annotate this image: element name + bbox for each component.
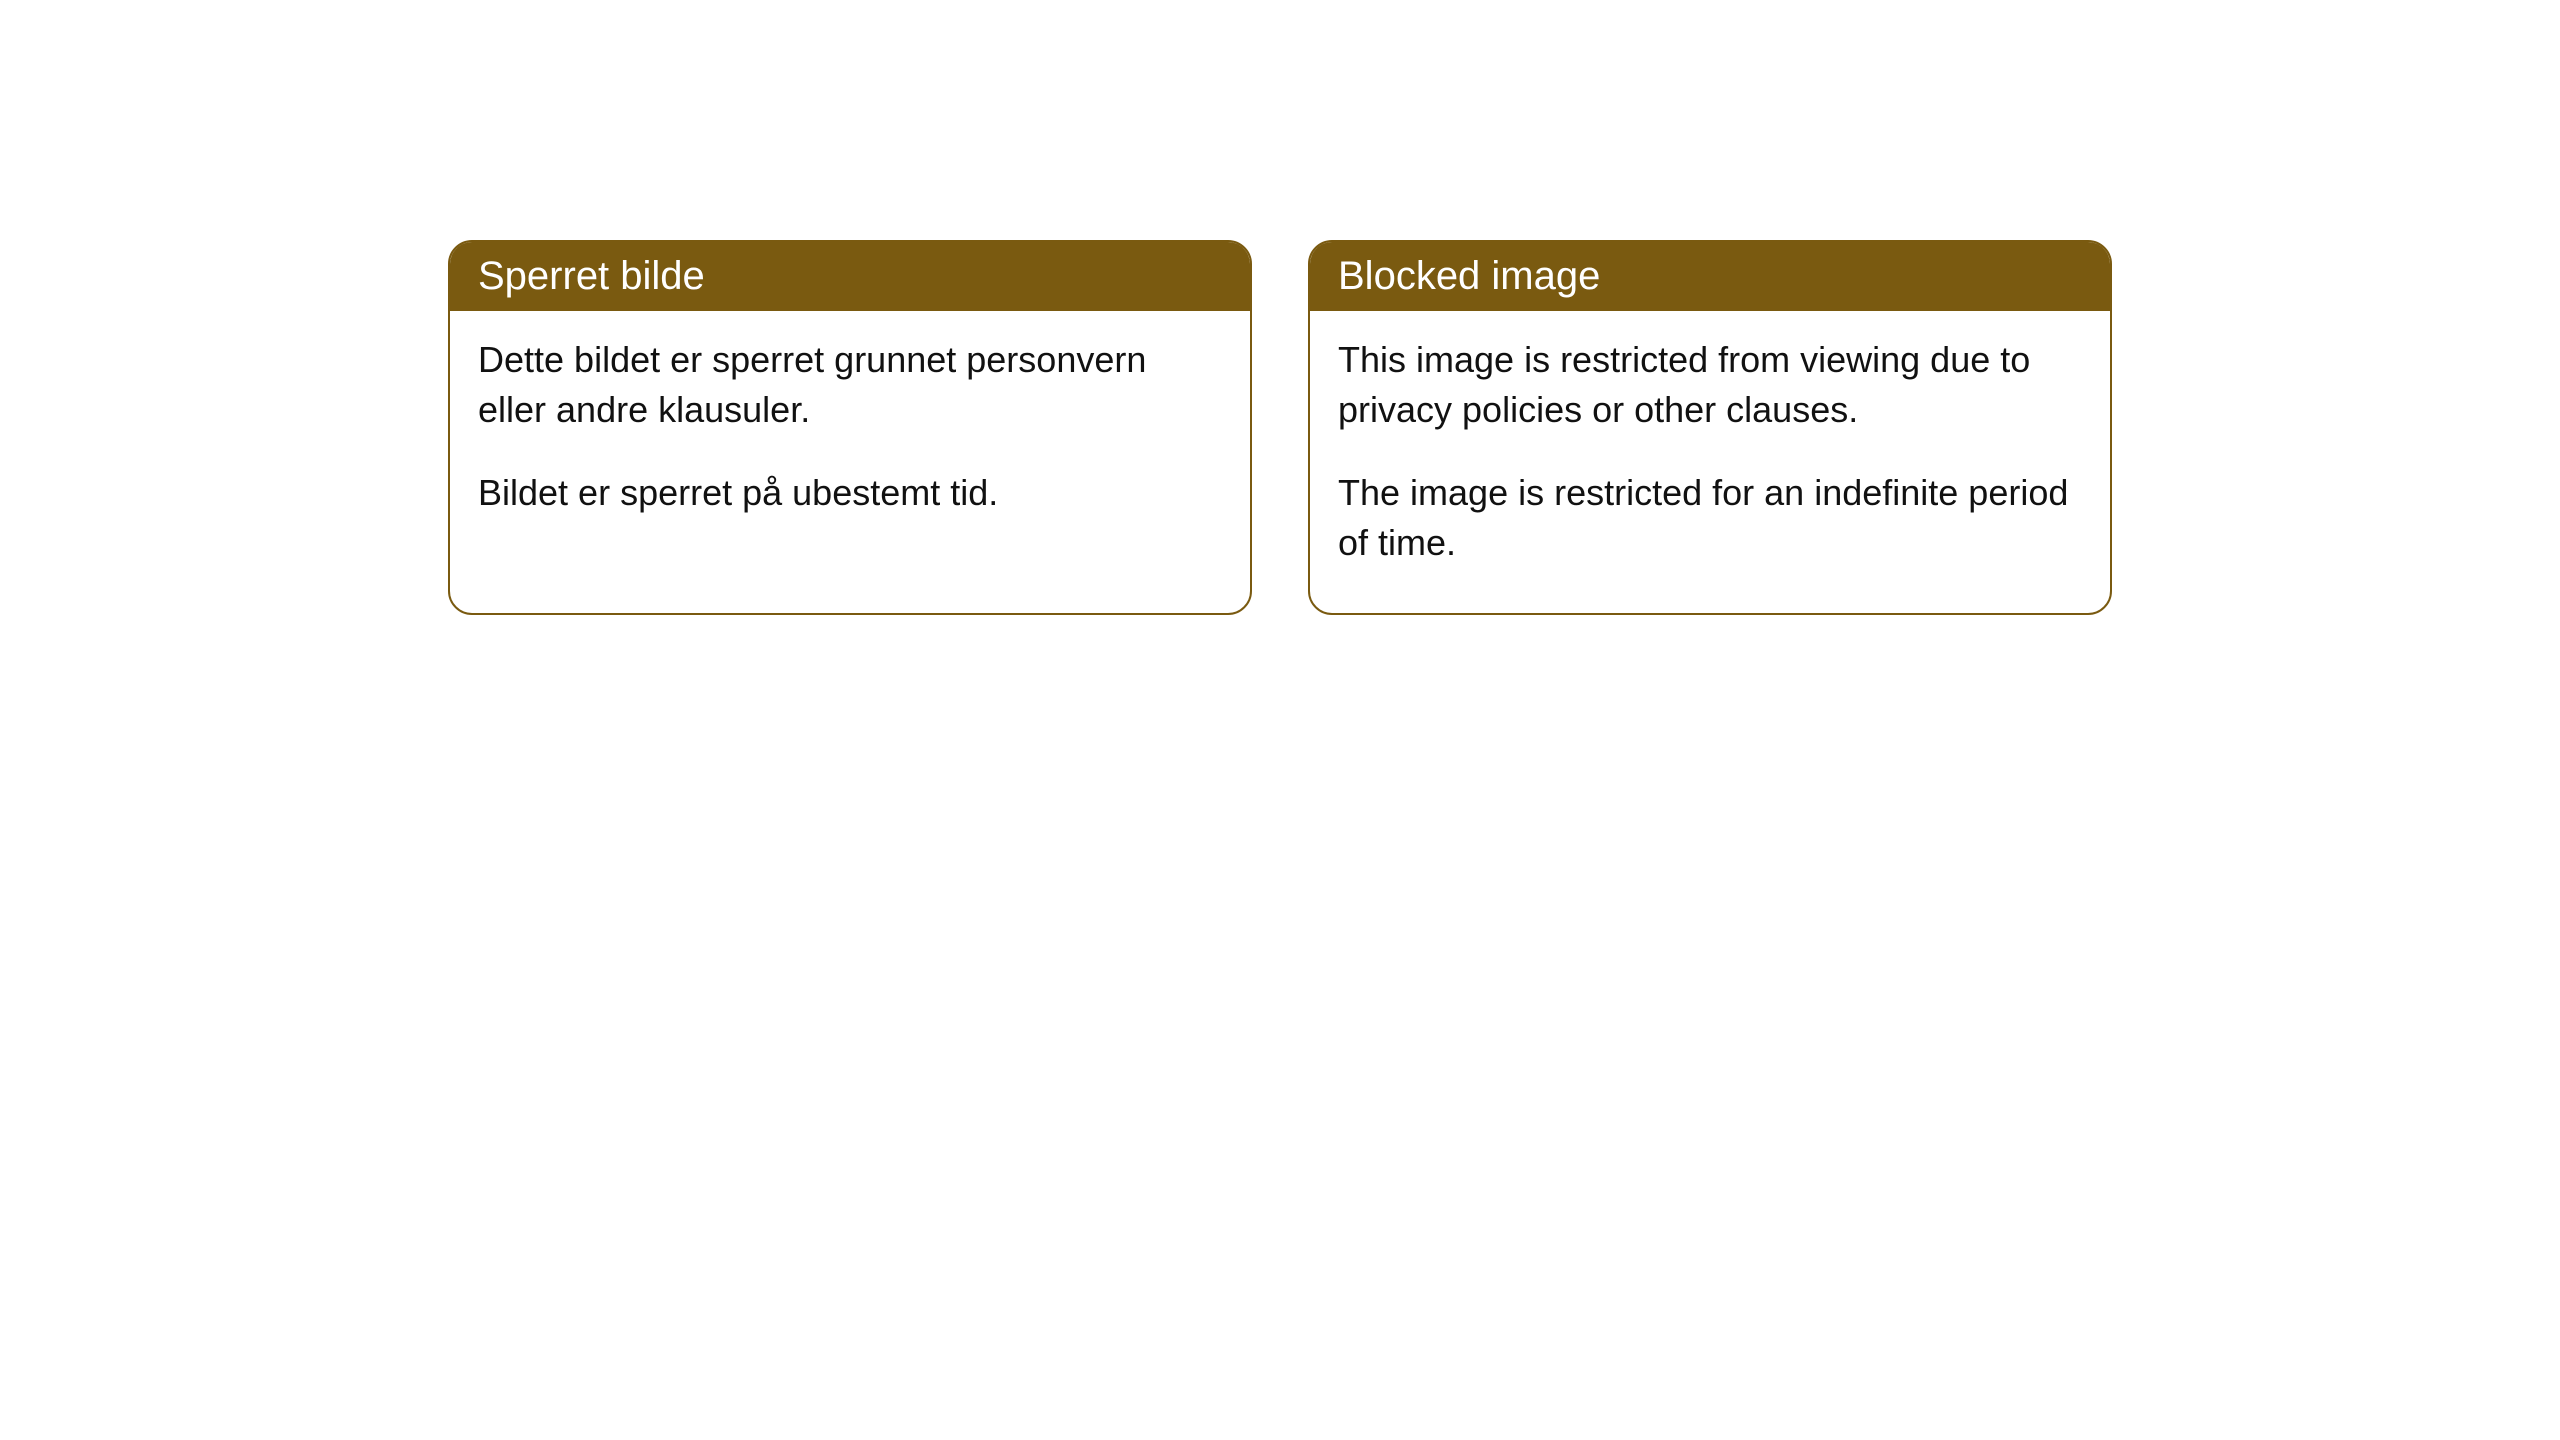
card-title: Sperret bilde — [478, 254, 705, 298]
card-header: Sperret bilde — [450, 242, 1250, 311]
card-body: Dette bildet er sperret grunnet personve… — [450, 311, 1250, 562]
card-body: This image is restricted from viewing du… — [1310, 311, 2110, 613]
notice-cards-container: Sperret bilde Dette bildet er sperret gr… — [448, 240, 2112, 615]
notice-card-english: Blocked image This image is restricted f… — [1308, 240, 2112, 615]
card-header: Blocked image — [1310, 242, 2110, 311]
card-text-line: This image is restricted from viewing du… — [1338, 335, 2082, 436]
card-text-line: Dette bildet er sperret grunnet personve… — [478, 335, 1222, 436]
card-text-line: Bildet er sperret på ubestemt tid. — [478, 468, 1222, 518]
notice-card-norwegian: Sperret bilde Dette bildet er sperret gr… — [448, 240, 1252, 615]
card-title: Blocked image — [1338, 254, 1600, 298]
card-text-line: The image is restricted for an indefinit… — [1338, 468, 2082, 569]
